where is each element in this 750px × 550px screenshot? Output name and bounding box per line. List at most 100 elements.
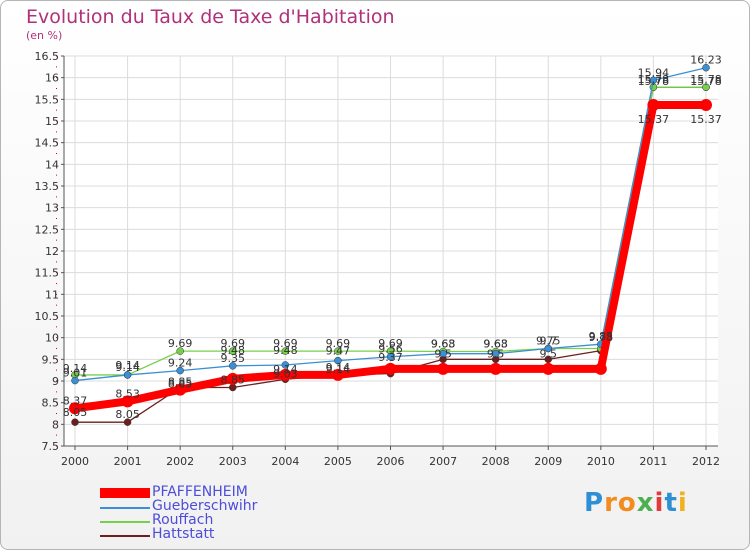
data-point [491, 349, 500, 358]
data-label: 9.48 [221, 344, 246, 357]
data-point [334, 347, 342, 355]
data-point [439, 349, 447, 358]
data-label: 9.69 [221, 337, 246, 350]
y-tick-label: 8.5 [42, 397, 60, 410]
data-label: 9.14 [115, 361, 140, 374]
data-point [544, 355, 552, 364]
data-label: 15.94 [638, 66, 670, 79]
data-label: 15.78 [690, 73, 722, 86]
legend-swatch-hattstatt [100, 535, 150, 537]
data-point [281, 347, 290, 355]
x-tick-label: 2002 [166, 455, 194, 468]
data-point [123, 418, 132, 426]
data-label: 9.5 [540, 347, 558, 360]
data-label: 9.14 [273, 363, 298, 376]
data-label: 9.47 [326, 345, 351, 358]
data-point [489, 362, 502, 375]
y-tick-label: 16 [45, 72, 59, 85]
data-point [594, 362, 607, 375]
x-tick-label: 2004 [271, 455, 299, 468]
chart-subtitle: (en %) [26, 29, 63, 42]
y-tick-label: 8 [52, 418, 59, 431]
data-label: 15.37 [638, 113, 670, 126]
data-label: 9.14 [63, 362, 88, 375]
data-point [123, 371, 132, 379]
legend-label-pfaffenheim: PFAFFENHEIM [152, 484, 248, 500]
data-label: 8.85 [168, 376, 193, 389]
y-tick-label: 9.5 [42, 353, 60, 366]
logo-letter: P [584, 488, 605, 518]
data-point [281, 361, 290, 369]
data-label: 8.05 [63, 406, 88, 419]
data-point [702, 63, 710, 72]
proxiti-logo: Proxiti [584, 488, 688, 518]
data-point [647, 98, 660, 111]
data-point [121, 395, 134, 408]
data-point [700, 98, 712, 111]
data-label: 15.78 [690, 75, 722, 88]
data-label: 9.48 [273, 344, 298, 357]
x-tick-label: 2006 [377, 455, 405, 468]
data-label: 8.85 [168, 378, 193, 391]
data-label: 8.37 [63, 394, 88, 407]
x-tick-label: 2001 [114, 455, 142, 468]
data-label: 8.05 [115, 408, 140, 421]
data-point [437, 362, 450, 375]
logo-letter: x [636, 488, 655, 518]
data-label: 8.53 [115, 387, 140, 400]
data-label: 15.78 [638, 75, 670, 88]
x-tick-label: 2010 [587, 455, 615, 468]
y-tick-label: 13.5 [35, 180, 60, 193]
data-label: 9.14 [115, 359, 140, 372]
y-tick-label: 11 [45, 288, 59, 301]
data-point [384, 362, 397, 375]
data-label: 8.85 [221, 374, 246, 387]
y-tick-label: 11.5 [35, 267, 60, 280]
logo-letter: t [664, 488, 678, 518]
data-label: 9.69 [273, 337, 298, 350]
data-label: 9.5 [487, 347, 505, 360]
data-label: 9.14 [326, 361, 351, 374]
logo-letter: i [654, 488, 665, 518]
y-tick-label: 13 [45, 202, 59, 215]
x-tick-label: 2008 [482, 455, 510, 468]
legend-label-rouffach: Rouffach [152, 512, 214, 528]
x-tick-label: 2007 [429, 455, 457, 468]
data-point [702, 83, 710, 91]
data-label: 9.68 [483, 338, 508, 351]
data-label: 9.75 [536, 335, 561, 348]
data-label: 9.78 [589, 331, 614, 344]
data-point [334, 356, 342, 365]
x-tick-label: 2009 [534, 455, 562, 468]
data-label: 9.37 [378, 351, 403, 364]
data-label: 15.78 [638, 73, 670, 86]
x-tick-label: 2005 [324, 455, 352, 468]
data-label: 9.63 [431, 338, 456, 351]
y-tick-label: 10 [45, 332, 59, 345]
data-point [229, 347, 237, 355]
y-tick-label: 15.5 [35, 93, 60, 106]
legend-swatch-rouffach [100, 521, 150, 523]
data-label: 9.69 [168, 337, 193, 350]
data-point [71, 418, 79, 426]
data-point [229, 362, 237, 370]
data-label: 9.69 [326, 337, 351, 350]
data-point [386, 352, 395, 361]
logo-letter: o [617, 488, 637, 518]
data-point [542, 362, 555, 375]
y-tick-label: 14 [45, 158, 59, 171]
data-label: 15.37 [690, 113, 722, 126]
legend-swatch-gueberschwihr [100, 507, 150, 509]
data-label: 16.23 [690, 54, 722, 67]
y-tick-label: 7.5 [42, 440, 60, 453]
x-tick-label: 2011 [639, 455, 667, 468]
data-point [69, 402, 81, 415]
data-point [226, 372, 239, 385]
x-tick-label: 2012 [692, 455, 720, 468]
data-label: 9.24 [168, 357, 193, 370]
legend-label-hattstatt: Hattstatt [152, 526, 215, 542]
y-tick-label: 16.5 [35, 50, 60, 63]
y-tick-label: 9 [52, 375, 59, 388]
data-point [176, 347, 184, 355]
x-tick-label: 2000 [61, 455, 89, 468]
